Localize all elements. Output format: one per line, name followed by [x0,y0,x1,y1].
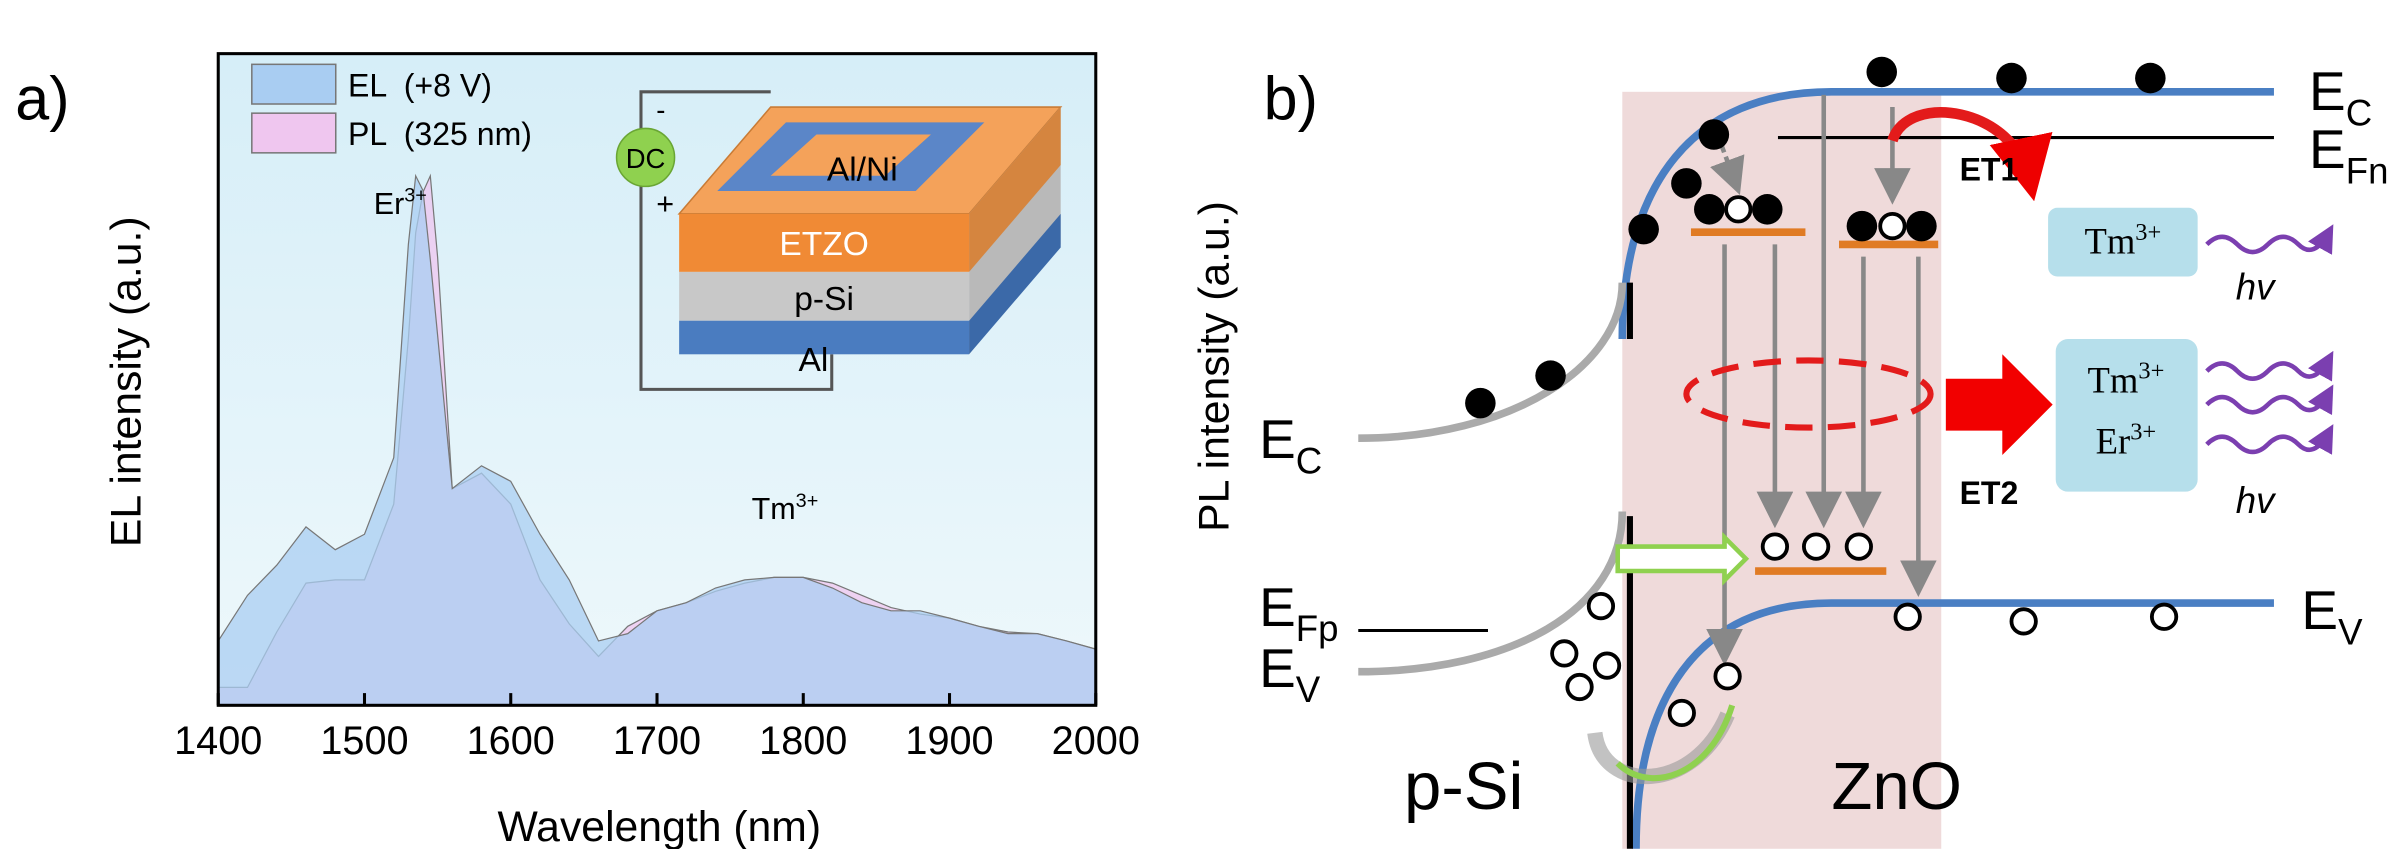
band-diagram: b) PL intensity (a.u.) [1191,57,2389,849]
page: {"chart_data": {"type": "area", "panel_l… [0,0,2393,849]
et-label: ET2 [1960,475,2019,511]
x-tick-label: 1600 [467,719,555,763]
x-tick-label: 1400 [174,719,262,763]
legend-swatch [252,113,336,153]
et-label: ET1 [1960,151,2019,187]
x-tick-label: 1500 [320,719,408,763]
legend-label: PL (325 nm) [348,116,532,152]
inset-layer: Al/Ni [827,151,898,188]
level-label: EV [2301,579,2363,652]
annotation-charge: 3+ [796,490,819,512]
x-tick-label: 1900 [905,719,993,763]
x-tick-label: 1700 [613,719,701,763]
legend-swatch [252,64,336,104]
y-axis-label: EL intensity (a.u.) [102,216,150,547]
material-label: p-Si [1404,749,1523,824]
inset-layer: ETZO [779,226,868,263]
panel-label: b) [1264,64,1318,132]
x-tick-label: 2000 [1052,719,1140,763]
material-label: ZnO [1831,749,1962,824]
inset-plus: + [656,187,674,221]
y-axis-label: PL intensity (a.u.) [1191,201,1239,532]
annotation-ion: Tm [752,492,796,526]
inset-layer: p-Si [794,281,854,318]
inset-minus: - [656,94,665,125]
x-tick-label: 1800 [759,719,847,763]
figure: a) EL intensity (a.u.) Wavelength (nm) 1… [0,0,2393,849]
inset-layer: Al [799,342,829,379]
level-label: EC [1259,408,1322,481]
legend-label: EL (+8 V) [348,67,492,103]
panel-label: a) [15,64,69,132]
inset-source: DC [626,143,666,174]
hv-label: hv [2236,266,2277,307]
x-axis-label: Wavelength (nm) [497,803,821,849]
annotation-ion: Er [374,187,405,221]
hv-label: hv [2236,480,2277,521]
annotation-charge: 3+ [404,185,427,207]
